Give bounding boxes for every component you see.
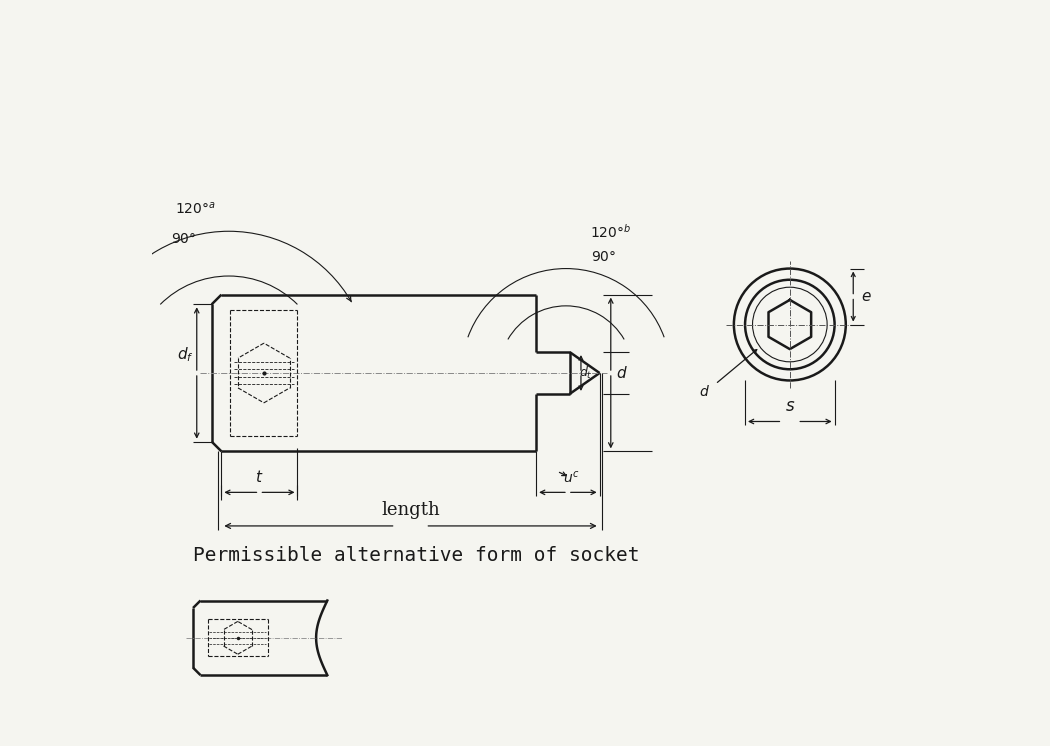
Text: $90°$: $90°$ xyxy=(171,232,196,245)
Text: $d$: $d$ xyxy=(698,384,710,399)
Text: $t$: $t$ xyxy=(255,469,264,486)
Text: $d_f$: $d_f$ xyxy=(177,345,194,364)
Text: Permissible alternative form of socket: Permissible alternative form of socket xyxy=(193,546,639,565)
Text: $120°^a$: $120°^a$ xyxy=(174,201,215,217)
Text: $120°^b$: $120°^b$ xyxy=(590,222,631,240)
Text: $e$: $e$ xyxy=(861,289,872,304)
Text: $d$: $d$ xyxy=(616,365,628,381)
Text: $s$: $s$ xyxy=(784,398,795,415)
Text: $d_t$: $d_t$ xyxy=(579,365,592,381)
Text: $90°$: $90°$ xyxy=(591,251,616,264)
Text: $u^c$: $u^c$ xyxy=(563,469,580,486)
Text: length: length xyxy=(381,501,440,518)
